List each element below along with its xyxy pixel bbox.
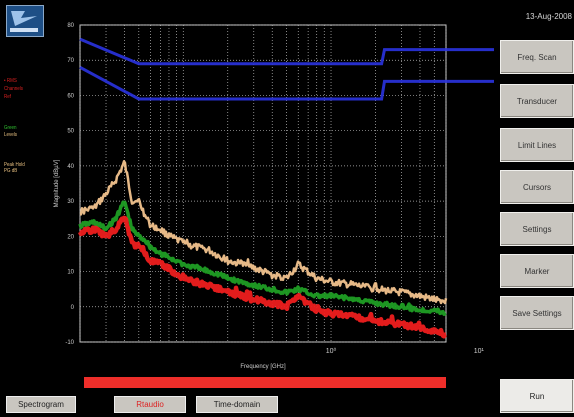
- y-tick-label-9: -10: [65, 340, 74, 346]
- legend-text-3: Green: [4, 125, 17, 131]
- limit-line-1: [79, 65, 494, 101]
- x-tick-label-0: 10⁰: [326, 347, 337, 355]
- y-tick-label-7: 10: [67, 270, 74, 276]
- button-limit-lines[interactable]: Limit Lines: [500, 128, 574, 162]
- legend-text-4: Levels: [4, 132, 18, 138]
- date-label: 13-Aug-2008: [525, 12, 572, 21]
- trace-peak-line: [79, 160, 448, 305]
- button-marker[interactable]: Marker: [500, 254, 574, 288]
- logo-emblem-icon: [10, 11, 38, 32]
- legend-text-5: Peak Hold: [4, 162, 25, 168]
- y-tick-label-6: 20: [67, 234, 74, 240]
- run-button[interactable]: Run: [500, 379, 574, 413]
- tab-spectrogram[interactable]: Spectrogram: [6, 396, 76, 413]
- y-tick-label-4: 40: [67, 164, 74, 170]
- y-axis-label: Magnitude [dBµV]: [54, 159, 60, 207]
- y-tick-label-8: 0: [71, 305, 75, 311]
- legend-text-6: PG dB: [4, 168, 18, 174]
- button-settings[interactable]: Settings: [500, 212, 574, 246]
- y-tick-label-3: 50: [67, 129, 74, 135]
- legend-text-2: Ref: [4, 94, 12, 100]
- y-tick-label-5: 30: [67, 199, 74, 205]
- button-transducer[interactable]: Transducer: [500, 84, 574, 118]
- legend-text-1: Channels: [4, 86, 24, 92]
- y-tick-label-0: 80: [67, 23, 74, 29]
- x-tick-label-1: 10¹: [474, 348, 485, 355]
- button-save-settings[interactable]: Save Settings: [500, 296, 574, 330]
- y-tick-label-1: 70: [67, 58, 74, 64]
- y-tick-label-2: 60: [67, 93, 74, 99]
- app-logo: [6, 5, 44, 37]
- x-axis-label: Frequency [GHz]: [240, 364, 286, 370]
- progress-bar: [84, 377, 446, 388]
- button-freq-scan[interactable]: Freq. Scan: [500, 40, 574, 74]
- trace-red-line: [77, 215, 448, 339]
- button-cursors[interactable]: Cursors: [500, 170, 574, 204]
- limit-line-0: [79, 37, 494, 66]
- trace-green-line: [78, 200, 447, 316]
- plot-area: [79, 24, 447, 343]
- legend-text-0: • RMS: [4, 78, 17, 84]
- tab-rtaudio[interactable]: Rtaudio: [114, 396, 186, 413]
- tab-time-domain[interactable]: Time-domain: [196, 396, 278, 413]
- progress-fill: [84, 377, 446, 388]
